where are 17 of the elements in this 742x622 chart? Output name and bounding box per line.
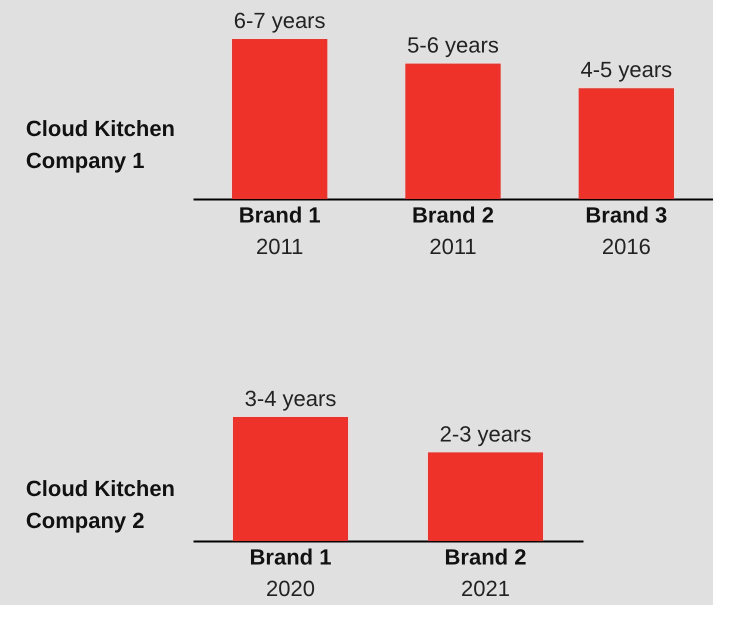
text: 2011: [256, 234, 304, 259]
data-label: 5-6 years: [407, 32, 499, 58]
x-tick-label: Brand 1: [238, 202, 321, 228]
x-tick-label: Brand 2: [444, 544, 526, 570]
text: Cloud Kitchen Company 2: [26, 476, 176, 533]
text: 2021: [461, 576, 510, 601]
text: 2020: [266, 576, 315, 601]
x-tick-label: Brand 2: [412, 202, 494, 228]
x-tick-label: Brand 1: [250, 544, 332, 570]
data-label: 3-4 years: [244, 386, 336, 411]
text: Cloud Kitchen Company 1: [26, 116, 176, 173]
x-tick-label: Brand 3: [585, 202, 668, 228]
data-label: 2-3 years: [440, 421, 532, 446]
text: 2011: [429, 234, 477, 259]
text: 2016: [602, 234, 651, 259]
data-label: 6-7 years: [234, 8, 326, 33]
data-label: 4-5 years: [580, 57, 672, 82]
